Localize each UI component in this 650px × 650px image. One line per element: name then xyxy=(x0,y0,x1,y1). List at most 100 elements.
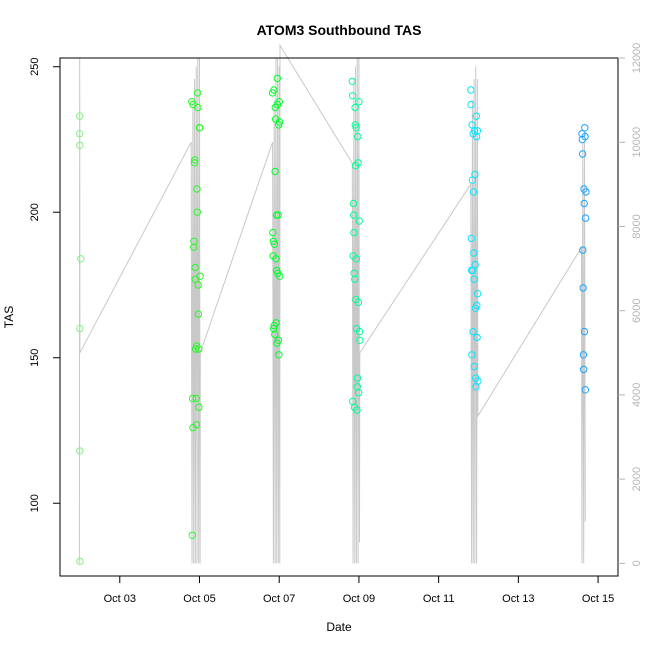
line-layer xyxy=(78,43,586,564)
point-layer xyxy=(76,74,590,566)
data-point xyxy=(470,275,478,283)
x-tick-label: Oct 03 xyxy=(104,593,136,605)
y2-tick-label: 12000 xyxy=(631,43,643,74)
y2-tick-label: 2000 xyxy=(631,467,643,491)
y-tick-label: 250 xyxy=(29,58,41,76)
data-point xyxy=(472,132,481,141)
data-point xyxy=(196,124,204,132)
data-point xyxy=(350,228,358,237)
data-point xyxy=(473,127,482,135)
x-tick-label: Oct 05 xyxy=(183,593,215,605)
data-point xyxy=(192,394,200,403)
data-point xyxy=(269,228,277,237)
data-point xyxy=(579,284,587,292)
x-tick-label: Oct 13 xyxy=(502,593,534,605)
data-point xyxy=(467,86,475,94)
data-point xyxy=(276,272,284,280)
data-point xyxy=(581,132,589,141)
data-point xyxy=(580,199,588,208)
data-point xyxy=(352,255,361,263)
x-tick-label: Oct 09 xyxy=(343,593,375,605)
data-point xyxy=(467,100,475,109)
data-point xyxy=(467,234,475,243)
data-point xyxy=(354,132,362,141)
data-point xyxy=(76,130,84,138)
data-point xyxy=(351,121,359,129)
data-point xyxy=(275,98,283,106)
y2-tick-label: 0 xyxy=(631,560,643,566)
data-point xyxy=(579,351,588,359)
data-point xyxy=(275,121,283,129)
data-point xyxy=(354,159,362,167)
x-tick-label: Oct 07 xyxy=(263,593,295,605)
data-point xyxy=(581,124,589,132)
chart-title: ATOM3 Southbound TAS xyxy=(257,22,422,38)
data-point xyxy=(355,327,364,336)
data-point xyxy=(271,330,279,339)
data-point xyxy=(275,118,284,126)
data-point xyxy=(474,377,482,385)
data-point xyxy=(351,103,359,112)
data-point xyxy=(471,170,479,179)
series-line xyxy=(78,43,586,564)
data-point xyxy=(273,74,281,83)
y-tick-label: 100 xyxy=(29,494,41,512)
data-point xyxy=(194,281,202,289)
data-point xyxy=(196,272,204,280)
x-tick-label: Oct 11 xyxy=(423,593,455,605)
data-point xyxy=(353,406,361,414)
data-point xyxy=(354,298,363,307)
data-point xyxy=(76,447,84,455)
data-point xyxy=(76,324,84,333)
y2-tick-label: 6000 xyxy=(631,298,643,322)
data-point xyxy=(348,92,357,100)
data-point xyxy=(270,240,279,248)
data-point xyxy=(195,345,203,353)
y2-tick-label: 8000 xyxy=(631,214,643,238)
data-point xyxy=(193,208,202,216)
data-point xyxy=(353,374,362,382)
data-point xyxy=(581,214,590,222)
data-point xyxy=(351,275,359,283)
y-axis-label: TAS xyxy=(2,306,16,328)
data-point xyxy=(582,188,590,196)
data-point xyxy=(471,260,479,269)
data-point xyxy=(193,89,202,97)
x-tick-label: Oct 15 xyxy=(582,593,614,605)
data-point xyxy=(194,310,203,318)
data-point xyxy=(188,531,197,539)
data-point xyxy=(274,211,282,219)
data-point xyxy=(77,255,85,263)
data-point xyxy=(470,249,478,257)
data-point xyxy=(194,103,202,112)
y-tick-label: 200 xyxy=(29,203,41,221)
data-point xyxy=(76,557,84,566)
data-point xyxy=(469,188,478,196)
x-axis-label: Date xyxy=(326,620,352,634)
data-point xyxy=(352,124,360,132)
y2-tick-label: 4000 xyxy=(631,383,643,407)
data-point xyxy=(192,421,201,429)
data-point xyxy=(272,255,280,263)
data-point xyxy=(270,86,278,94)
data-point xyxy=(349,199,358,208)
data-point xyxy=(356,336,364,344)
data-point xyxy=(355,389,363,397)
data-point xyxy=(188,394,197,403)
data-point xyxy=(193,185,201,193)
data-point xyxy=(472,112,480,120)
plot-frame xyxy=(59,57,619,577)
data-point xyxy=(355,217,363,225)
axis-layer: Oct 03 Oct 05 Oct 07 Oct 09 Oct 11 Oct 13 Oct … xyxy=(29,43,643,605)
data-point xyxy=(348,77,356,86)
data-point xyxy=(190,159,199,167)
data-point xyxy=(473,301,481,310)
data-point xyxy=(76,141,84,150)
data-point xyxy=(195,403,203,411)
data-point xyxy=(271,167,279,176)
data-point xyxy=(581,386,589,394)
data-point xyxy=(474,290,482,298)
data-point xyxy=(470,362,478,371)
data-point xyxy=(579,246,587,254)
